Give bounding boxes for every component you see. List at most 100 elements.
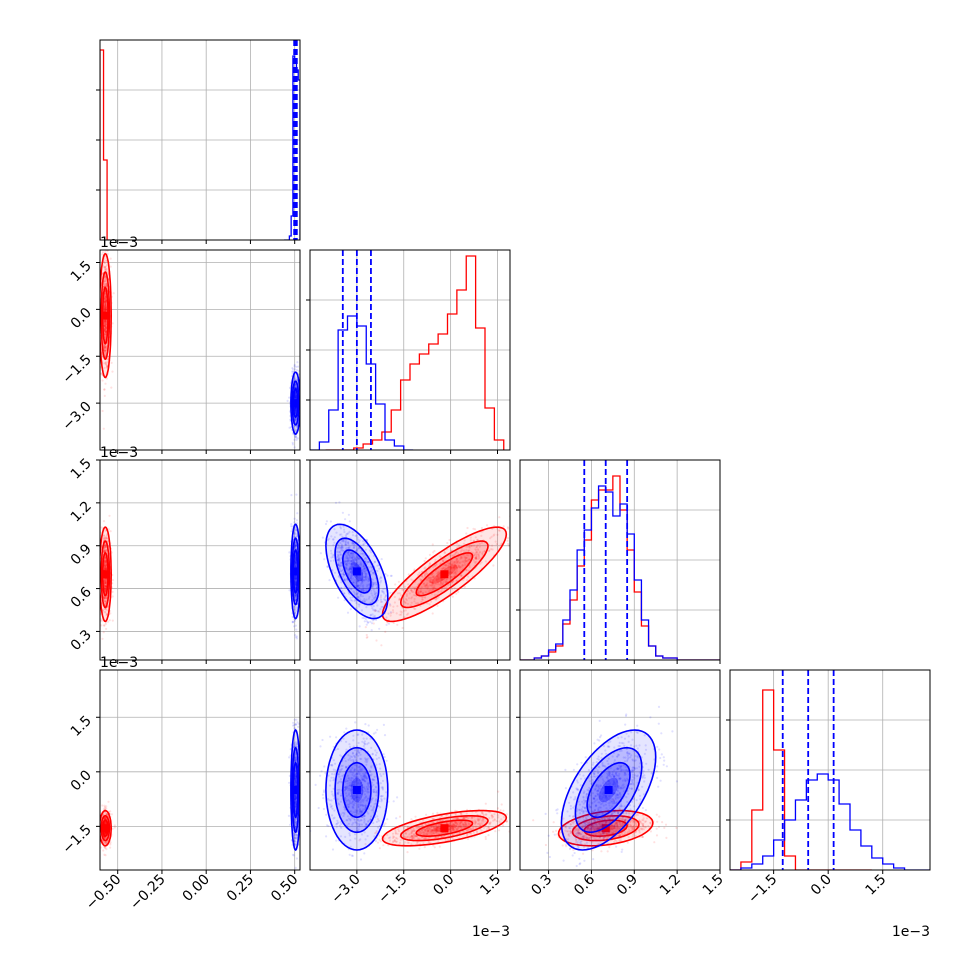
sample-point-red	[104, 581, 107, 585]
sample-point-red	[449, 572, 452, 576]
sample-point-blue	[295, 576, 298, 579]
sample-point-red	[102, 261, 106, 264]
sample-point-blue	[294, 397, 297, 400]
sample-point-blue	[294, 533, 297, 536]
sample-point-red	[104, 346, 107, 350]
sample-point-red	[103, 565, 106, 568]
sample-point-blue	[300, 579, 302, 581]
sample-point-blue	[294, 581, 297, 584]
sample-point-red	[105, 307, 108, 310]
sample-point-red	[492, 564, 495, 567]
sample-point-red	[104, 329, 107, 332]
sample-point-blue	[296, 365, 300, 368]
sample-point-red	[412, 594, 415, 597]
sample-point-blue	[294, 418, 297, 421]
sample-point-blue	[295, 438, 298, 441]
sample-point-red	[103, 597, 106, 600]
sample-point-red	[105, 534, 108, 538]
sample-point-red	[450, 560, 453, 563]
sample-point-blue	[294, 396, 298, 399]
sample-point-red	[104, 568, 107, 571]
sample-point-blue	[294, 544, 297, 547]
sample-point-red	[104, 585, 107, 588]
sample-point-red	[466, 579, 469, 582]
sample-point-red	[105, 308, 108, 311]
sample-point-blue	[294, 394, 297, 397]
sample-point-blue	[291, 525, 294, 528]
sample-point-red	[410, 589, 413, 592]
sample-point-blue	[382, 616, 385, 619]
sample-point-blue	[295, 563, 298, 567]
sample-point-red	[104, 296, 107, 299]
sample-point-red	[104, 299, 107, 302]
sample-point-red	[103, 308, 106, 311]
sample-point-red	[104, 280, 108, 283]
sample-point-blue	[296, 437, 299, 440]
histogram-panel	[310, 250, 510, 450]
sample-point-red	[98, 822, 100, 824]
sample-point-red	[103, 269, 107, 272]
sample-point-blue	[334, 501, 338, 504]
sample-point-red	[104, 564, 107, 567]
sample-point-blue	[370, 629, 373, 632]
sample-point-red	[110, 361, 113, 364]
sample-point-blue	[294, 409, 297, 412]
sample-point-red	[469, 539, 472, 542]
sample-point-red	[103, 536, 106, 540]
sample-point-red	[103, 266, 106, 269]
histogram-step-blue	[310, 315, 414, 450]
sample-point-red	[397, 580, 400, 583]
sample-point-red	[105, 595, 108, 599]
sample-point-red	[105, 309, 108, 312]
sample-point-red	[433, 549, 436, 553]
sample-point-red	[455, 557, 458, 560]
sample-point-red	[105, 323, 108, 326]
sample-point-red	[459, 561, 462, 564]
sample-point-red	[423, 567, 426, 570]
sample-point-red	[104, 275, 107, 279]
sample-point-red	[103, 300, 107, 303]
sample-point-blue	[293, 545, 297, 549]
sample-point-red	[105, 612, 108, 615]
sample-point-blue	[300, 406, 302, 408]
sample-point-red	[468, 545, 471, 548]
sample-point-red	[104, 303, 107, 306]
sample-point-blue	[293, 594, 296, 597]
density-peak-red	[101, 311, 110, 320]
sample-point-red	[452, 561, 455, 564]
sample-point-blue	[295, 385, 298, 388]
sample-point-blue	[295, 369, 298, 372]
sample-point-red	[103, 346, 106, 350]
sample-point-red	[103, 305, 106, 308]
sample-point-blue	[361, 616, 364, 620]
sample-point-red	[103, 388, 106, 391]
sample-point-blue	[288, 551, 291, 554]
sample-point-red	[104, 568, 107, 571]
sample-point-red	[103, 324, 106, 328]
sample-point-red	[396, 592, 400, 595]
sample-point-red	[488, 550, 491, 553]
sample-point-blue	[294, 395, 297, 398]
sample-point-red	[104, 581, 107, 585]
sample-point-blue	[387, 612, 390, 615]
sample-point-blue	[293, 517, 296, 520]
sample-point-red	[467, 575, 470, 578]
sample-point-red	[498, 516, 501, 519]
sample-point-red	[449, 567, 452, 571]
sample-point-red	[423, 559, 426, 563]
sample-point-red	[485, 524, 489, 527]
sample-point-blue	[324, 522, 328, 526]
sample-point-red	[105, 284, 108, 287]
sample-point-red	[104, 382, 107, 385]
sample-point-blue	[341, 511, 344, 514]
sample-point-blue	[295, 493, 298, 496]
sample-point-blue	[294, 543, 297, 546]
sample-point-red	[105, 533, 108, 536]
sample-point-red	[506, 526, 509, 529]
sample-point-red	[475, 554, 478, 557]
sample-point-red	[105, 596, 108, 599]
sample-point-blue	[294, 562, 297, 565]
sample-point-red	[405, 597, 408, 601]
sample-point-red	[467, 549, 470, 552]
sample-point-blue	[294, 558, 297, 561]
